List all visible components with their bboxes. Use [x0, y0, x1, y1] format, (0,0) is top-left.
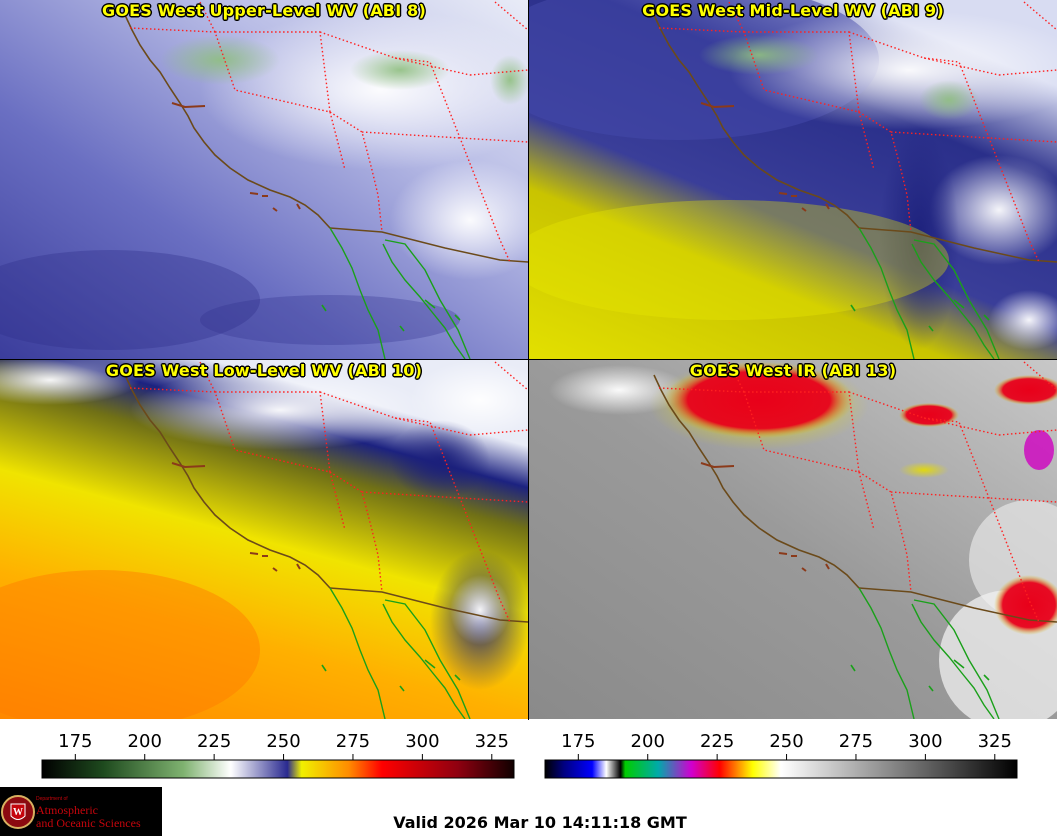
- valid-time: Valid 2026 Mar 10 14:11:18 GMT: [393, 813, 687, 832]
- mid-level-wv-panel: GOES West Mid-Level WV (ABI 9): [529, 0, 1057, 359]
- colorbar-tick-label: 275: [839, 731, 873, 752]
- colorbar-tick-label: 275: [336, 731, 370, 752]
- colorbar-tick-label: 325: [475, 731, 509, 752]
- wv-colorbar: 175 200 225 250 275 300 325: [41, 731, 515, 779]
- upper-level-wv-panel: GOES West Upper-Level WV (ABI 8): [0, 0, 528, 359]
- panel-title: GOES West Upper-Level WV (ABI 8): [102, 1, 426, 20]
- colorbar-tick-label: 225: [700, 731, 734, 752]
- panel-title: GOES West IR (ABI 13): [689, 361, 897, 380]
- colorbar-tick-label: 250: [266, 731, 300, 752]
- colorbar-tick-label: 200: [128, 731, 162, 752]
- colorbar-tick-label: 175: [58, 731, 92, 752]
- logo-line-2: and Oceanic Sciences: [36, 816, 141, 830]
- logo-line-1: Atmospheric: [36, 803, 98, 817]
- panel-title: GOES West Low-Level WV (ABI 10): [105, 361, 423, 380]
- aos-logo: W Department of Atmospheric and Oceanic …: [0, 787, 162, 836]
- colorbar-tick-label: 250: [769, 731, 803, 752]
- ir-panel: GOES West IR (ABI 13): [529, 360, 1057, 719]
- mid-level-wv-image: [529, 0, 1057, 359]
- ir-colorbar: 175 200 225 250 275 300 325: [544, 731, 1018, 779]
- colorbar-tick-label: 175: [561, 731, 595, 752]
- colorbar-tick-label: 225: [197, 731, 231, 752]
- university-crest-icon: W: [1, 795, 35, 829]
- colorbar-tick-label: 300: [908, 731, 942, 752]
- panel-divider-vertical: [528, 0, 529, 720]
- panel-divider-horizontal: [0, 359, 1057, 360]
- svg-text:W: W: [13, 807, 23, 818]
- panel-title: GOES West Mid-Level WV (ABI 9): [642, 1, 944, 20]
- colorbar-tick-label: 200: [631, 731, 665, 752]
- low-level-wv-image: [0, 360, 528, 719]
- ir-image: [529, 360, 1057, 719]
- colorbar-tick-label: 325: [978, 731, 1012, 752]
- logo-department: Department of: [36, 796, 68, 802]
- colorbar-tick-label: 300: [405, 731, 439, 752]
- low-level-wv-panel: GOES West Low-Level WV (ABI 10): [0, 360, 528, 719]
- upper-level-wv-image: [0, 0, 528, 359]
